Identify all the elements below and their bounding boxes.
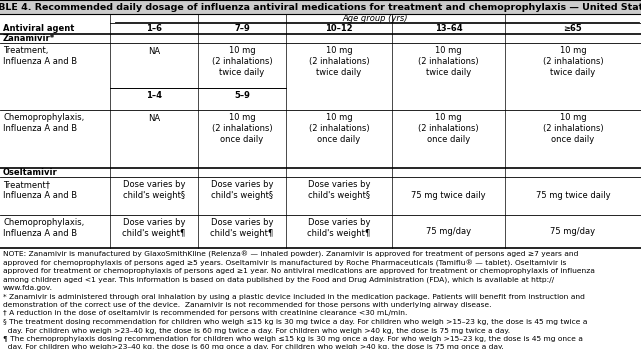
Text: Zanamivir*: Zanamivir*	[3, 34, 55, 43]
Text: 7–9: 7–9	[234, 24, 250, 33]
Text: www.fda.gov.: www.fda.gov.	[3, 285, 53, 291]
Text: demonstration of the correct use of the device.  Zanamivir is not recommended fo: demonstration of the correct use of the …	[3, 302, 492, 308]
Text: Treatment†
Influenza A and B: Treatment† Influenza A and B	[3, 180, 77, 200]
Text: 75 mg/day: 75 mg/day	[551, 227, 595, 236]
Text: 75 mg/day: 75 mg/day	[426, 227, 471, 236]
Text: 10 mg
(2 inhalations)
once daily: 10 mg (2 inhalations) once daily	[543, 113, 603, 144]
Text: ¶ The chemoprophylaxis dosing recommendation for children who weigh ≤15 kg is 30: ¶ The chemoprophylaxis dosing recommenda…	[3, 336, 583, 342]
Text: Chemoprophylaxis,
Influenza A and B: Chemoprophylaxis, Influenza A and B	[3, 218, 84, 238]
Text: 10 mg
(2 inhalations)
once daily: 10 mg (2 inhalations) once daily	[212, 113, 272, 144]
Text: 5–9: 5–9	[234, 91, 250, 100]
Text: 10 mg
(2 inhalations)
once daily: 10 mg (2 inhalations) once daily	[309, 113, 369, 144]
Text: Dose varies by
child's weight¶: Dose varies by child's weight¶	[210, 218, 274, 238]
Text: Treatment,
Influenza A and B: Treatment, Influenza A and B	[3, 46, 77, 66]
Text: § The treatment dosing recommendation for children who weigh ≤15 kg is 30 mg twi: § The treatment dosing recommendation fo…	[3, 319, 587, 325]
Bar	[0, 0, 641, 14]
Text: 75 mg twice daily: 75 mg twice daily	[411, 192, 486, 200]
Text: † A reduction in the dose of oseltamivir is recommended for persons with creatin: † A reduction in the dose of oseltamivir…	[3, 311, 408, 317]
Text: TABLE 4. Recommended daily dosage of influenza antiviral medications for treatme: TABLE 4. Recommended daily dosage of inf…	[0, 2, 641, 12]
Text: 1–6: 1–6	[146, 24, 162, 33]
Text: NOTE: Zanamivir is manufactured by GlaxoSmithKline (Relenza® — inhaled powder). : NOTE: Zanamivir is manufactured by Glaxo…	[3, 251, 578, 258]
Text: Oseltamivir: Oseltamivir	[3, 168, 58, 177]
Text: approved for treatment or chemoprophylaxis of persons aged ≥1 year. No antiviral: approved for treatment or chemoprophylax…	[3, 268, 595, 274]
Text: Dose varies by
child's weight§: Dose varies by child's weight§	[211, 180, 273, 200]
Text: 10 mg
(2 inhalations)
twice daily: 10 mg (2 inhalations) twice daily	[418, 46, 479, 77]
Text: 10 mg
(2 inhalations)
twice daily: 10 mg (2 inhalations) twice daily	[309, 46, 369, 77]
Text: 10 mg
(2 inhalations)
twice daily: 10 mg (2 inhalations) twice daily	[543, 46, 603, 77]
Text: 10–12: 10–12	[325, 24, 353, 33]
Text: 10 mg
(2 inhalations)
twice daily: 10 mg (2 inhalations) twice daily	[212, 46, 272, 77]
Text: 1–4: 1–4	[146, 91, 162, 100]
Text: Age group (yrs): Age group (yrs)	[343, 14, 408, 23]
Text: Dose varies by
child's weight¶: Dose varies by child's weight¶	[308, 218, 370, 238]
Text: 75 mg twice daily: 75 mg twice daily	[536, 192, 610, 200]
Text: NA: NA	[148, 114, 160, 123]
Text: ≥65: ≥65	[563, 24, 583, 33]
Text: Chemoprophylaxis,
Influenza A and B: Chemoprophylaxis, Influenza A and B	[3, 113, 84, 133]
Text: approved for chemoprophylaxis of persons aged ≥5 years. Oseltamivir is manufactu: approved for chemoprophylaxis of persons…	[3, 260, 567, 267]
Text: day. For children who weigh>23–40 kg, the dose is 60 mg once a day. For children: day. For children who weigh>23–40 kg, th…	[3, 344, 504, 349]
Text: * Zanamivir is administered through oral inhalation by using a plastic device in: * Zanamivir is administered through oral…	[3, 294, 585, 299]
Text: 13–64: 13–64	[435, 24, 462, 33]
Text: day. For children who weigh >23–40 kg, the dose is 60 mg twice a day. For childr: day. For children who weigh >23–40 kg, t…	[3, 327, 510, 334]
Text: Antiviral agent: Antiviral agent	[3, 24, 74, 33]
Text: Dose varies by
child's weight¶: Dose varies by child's weight¶	[122, 218, 186, 238]
Text: Dose varies by
child's weight§: Dose varies by child's weight§	[308, 180, 370, 200]
Text: 10 mg
(2 inhalations)
once daily: 10 mg (2 inhalations) once daily	[418, 113, 479, 144]
Text: Dose varies by
child's weight§: Dose varies by child's weight§	[122, 180, 185, 200]
Text: among children aged <1 year. This information is based on data published by the : among children aged <1 year. This inform…	[3, 276, 554, 283]
Text: NA: NA	[148, 47, 160, 56]
